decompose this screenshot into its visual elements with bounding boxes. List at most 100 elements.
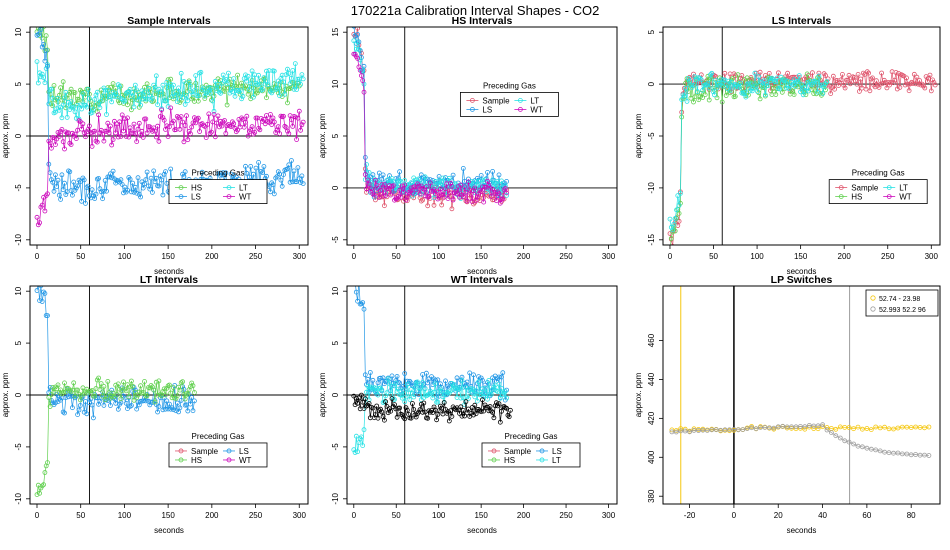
- data-point: [854, 81, 860, 87]
- data-point: [837, 80, 843, 85]
- y-tick-label: 5: [14, 81, 23, 86]
- data-point: [181, 139, 187, 145]
- data-point: [680, 92, 686, 98]
- data-point: [58, 85, 63, 91]
- data-point: [355, 32, 361, 37]
- data-point: [144, 393, 150, 399]
- data-point: [793, 84, 798, 89]
- data-point: [362, 372, 368, 378]
- data-point: [131, 104, 137, 110]
- plot-area: [669, 286, 932, 504]
- data-point: [882, 449, 887, 455]
- data-point: [223, 77, 229, 82]
- data-point: [384, 390, 390, 396]
- data-point: [156, 138, 162, 144]
- data-point: [360, 300, 366, 306]
- data-point: [160, 82, 166, 88]
- data-point: [471, 372, 476, 378]
- data-point: [134, 190, 140, 196]
- data-point: [352, 33, 358, 39]
- data-point: [177, 126, 183, 132]
- data-point: [46, 395, 52, 400]
- data-point: [904, 424, 910, 430]
- data-point: [482, 177, 488, 183]
- data-point: [38, 74, 44, 80]
- data-point: [185, 137, 191, 143]
- data-point: [256, 72, 262, 78]
- legend-title: Preceding Gas: [505, 432, 558, 441]
- data-point: [815, 423, 821, 429]
- y-tick-label: -5: [647, 132, 656, 140]
- data-point: [789, 425, 794, 431]
- data-point: [360, 78, 366, 83]
- data-point: [497, 419, 503, 425]
- legend-symbol: [491, 457, 497, 463]
- data-point: [108, 123, 113, 129]
- data-point: [446, 175, 452, 181]
- data-point: [767, 425, 772, 431]
- data-point: [435, 377, 441, 383]
- data-point: [775, 424, 781, 430]
- data-point: [89, 187, 95, 193]
- data-point: [445, 383, 451, 389]
- data-point: [77, 179, 83, 185]
- data-point: [130, 90, 136, 95]
- data-point: [165, 134, 171, 140]
- y-tick-label: 5: [14, 340, 23, 345]
- legend-label: LT: [899, 184, 908, 193]
- data-point: [63, 395, 69, 401]
- data-point: [364, 389, 369, 395]
- data-point: [220, 72, 226, 78]
- x-tick-label: 200: [517, 511, 531, 520]
- data-point: [764, 80, 770, 86]
- plot-area: [663, 27, 940, 245]
- data-point: [687, 429, 692, 435]
- legend-label: HS: [851, 193, 862, 202]
- data-point: [117, 84, 122, 89]
- data-point: [295, 115, 301, 121]
- y-axis-label: approx. ppm: [634, 113, 643, 158]
- data-point: [418, 172, 424, 178]
- data-point: [165, 77, 171, 83]
- data-point: [77, 403, 83, 408]
- data-point: [159, 177, 165, 183]
- data-point: [802, 426, 808, 432]
- data-point: [157, 89, 163, 95]
- data-point: [696, 428, 701, 433]
- data-point: [732, 73, 738, 79]
- data-point: [168, 82, 174, 87]
- data-point: [681, 93, 687, 99]
- data-point: [271, 119, 277, 125]
- data-point: [60, 409, 66, 415]
- data-point: [393, 380, 399, 386]
- data-point: [431, 389, 437, 395]
- data-point: [151, 387, 157, 393]
- data-point: [446, 418, 452, 424]
- data-point: [237, 87, 243, 93]
- data-point: [168, 166, 174, 172]
- data-point: [288, 158, 294, 163]
- data-point: [888, 80, 894, 85]
- legend-symbol: [226, 457, 232, 463]
- data-point: [244, 170, 250, 176]
- plot-frame: [662, 285, 941, 505]
- data-point: [358, 301, 364, 307]
- data-point: [180, 95, 186, 100]
- data-point: [832, 86, 837, 92]
- data-point: [430, 395, 436, 401]
- data-point: [291, 168, 297, 174]
- data-point: [58, 196, 63, 202]
- data-point: [51, 135, 57, 141]
- data-point: [402, 371, 408, 376]
- data-point: [355, 39, 361, 45]
- data-point: [366, 401, 372, 406]
- data-point: [130, 180, 136, 186]
- data-point: [415, 181, 420, 187]
- data-point: [178, 397, 184, 403]
- data-point: [913, 81, 918, 87]
- data-point: [125, 187, 130, 193]
- data-point: [678, 190, 683, 196]
- data-point: [191, 390, 197, 395]
- data-point: [94, 139, 100, 145]
- data-point: [42, 290, 48, 296]
